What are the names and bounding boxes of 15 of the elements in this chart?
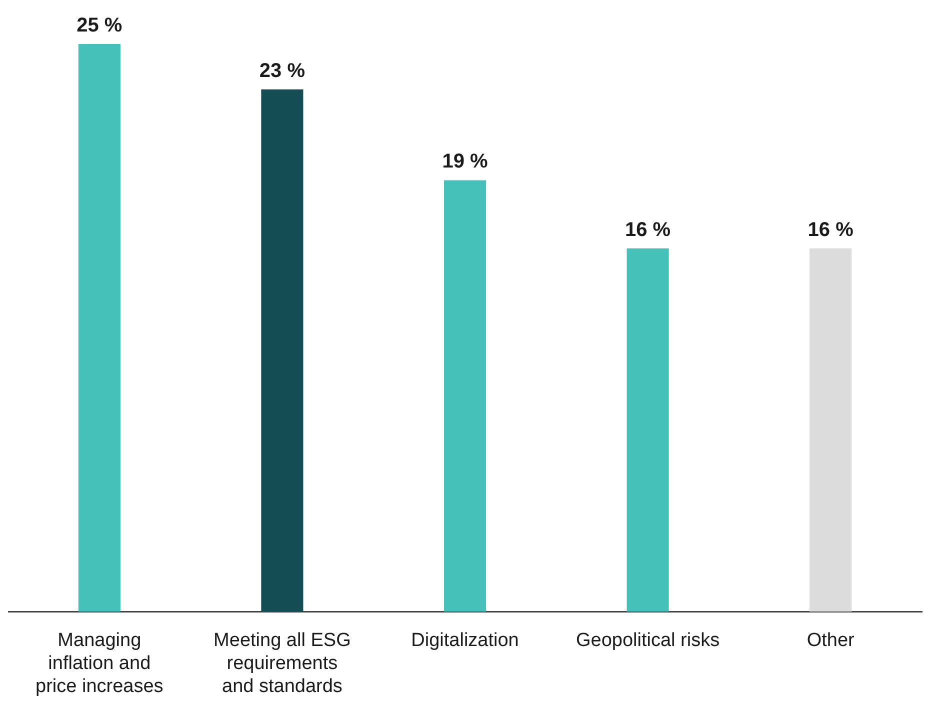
data-label: 23 % xyxy=(259,60,306,82)
bar xyxy=(810,248,852,612)
x-tick-label: Meeting all ESG requirements and standards xyxy=(214,630,351,697)
x-tick-label: Digitalization xyxy=(411,630,519,652)
bar xyxy=(261,89,304,612)
bar xyxy=(78,44,120,612)
x-tick-label: Managing inflation and price increases xyxy=(36,630,164,697)
data-label: 16 % xyxy=(625,218,671,241)
x-tick-label: Geopolitical risks xyxy=(576,630,720,652)
data-label: 19 % xyxy=(442,150,488,173)
bar xyxy=(444,180,486,612)
x-tick-label: Other xyxy=(806,630,856,652)
data-label: 25 % xyxy=(76,14,122,37)
bar xyxy=(626,248,669,612)
data-label: 16 % xyxy=(808,218,854,241)
